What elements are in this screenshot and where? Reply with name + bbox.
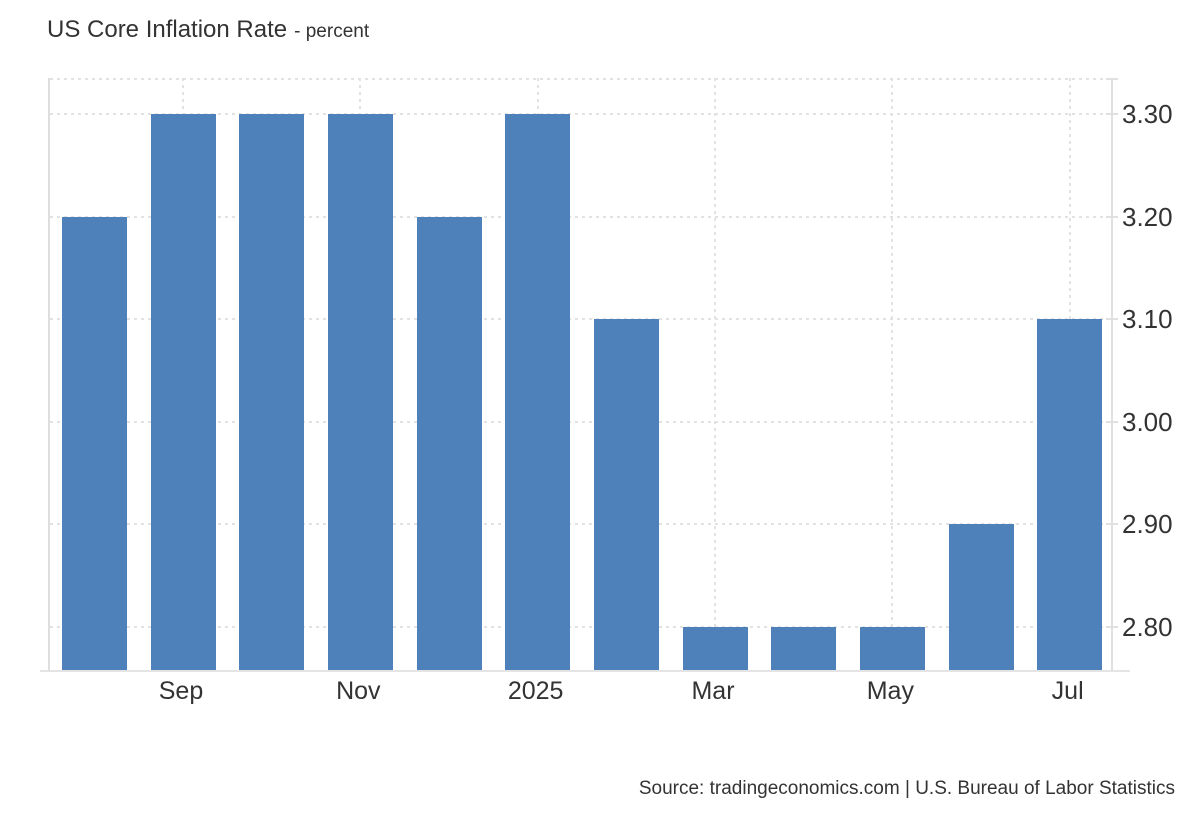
y-axis-tick xyxy=(1106,318,1118,321)
bar[interactable] xyxy=(859,626,925,670)
y-axis-tick-label: 3.00 xyxy=(1122,406,1173,437)
chart-subtitle: - percent xyxy=(294,21,370,42)
bar-layer xyxy=(50,78,1114,670)
gridline-horizontal xyxy=(50,112,1114,115)
bar[interactable] xyxy=(239,113,305,670)
gridline-vertical xyxy=(714,78,716,670)
y-axis-tick xyxy=(1106,78,1118,80)
x-axis-tick-label: Nov xyxy=(336,677,381,705)
bar[interactable] xyxy=(771,626,837,670)
gridline-horizontal xyxy=(50,215,1114,218)
y-axis-tick xyxy=(1106,420,1118,423)
x-axis-tick-label: 2025 xyxy=(507,677,564,705)
source-attribution: Source: tradingeconomics.com | U.S. Bure… xyxy=(638,778,1175,799)
chart-title-text: US Core Inflation Rate xyxy=(47,16,288,43)
y-axis-tick xyxy=(1106,215,1118,218)
bar[interactable] xyxy=(416,216,482,670)
gridline-horizontal xyxy=(50,318,1114,321)
y-axis-line xyxy=(1111,78,1113,672)
bar[interactable] xyxy=(1037,319,1103,670)
bar[interactable] xyxy=(948,524,1014,670)
y-axis-tick-label: 2.80 xyxy=(1122,611,1173,642)
chart-title: US Core Inflation Rate - percent xyxy=(47,16,369,44)
y-axis-tick-label: 2.90 xyxy=(1122,509,1173,540)
gridline-vertical xyxy=(891,78,894,670)
bar[interactable] xyxy=(682,626,748,670)
y-axis-tick-label: 3.30 xyxy=(1122,98,1173,129)
plot-area xyxy=(48,78,1114,670)
x-axis-line xyxy=(40,670,1130,672)
y-axis-tick-label: 3.10 xyxy=(1122,304,1173,335)
bar[interactable] xyxy=(150,113,216,670)
gridline-horizontal xyxy=(50,420,1114,423)
gridline-horizontal xyxy=(50,523,1114,526)
bar[interactable] xyxy=(61,216,127,670)
bar[interactable] xyxy=(327,113,393,670)
gridline-horizontal xyxy=(50,625,1114,628)
x-axis-tick-label: Jul xyxy=(1051,677,1084,705)
y-axis-tick xyxy=(1106,112,1118,115)
y-axis-tick xyxy=(1106,523,1118,526)
plot-top-border xyxy=(50,78,1114,80)
y-axis-tick-label: 3.20 xyxy=(1122,201,1173,232)
y-axis-tick xyxy=(1106,625,1118,628)
bar[interactable] xyxy=(593,319,659,670)
x-axis-tick-label: Mar xyxy=(691,677,735,705)
x-axis-tick-label: Sep xyxy=(158,677,204,705)
bar[interactable] xyxy=(505,113,571,670)
x-axis-tick-label: May xyxy=(866,677,914,705)
